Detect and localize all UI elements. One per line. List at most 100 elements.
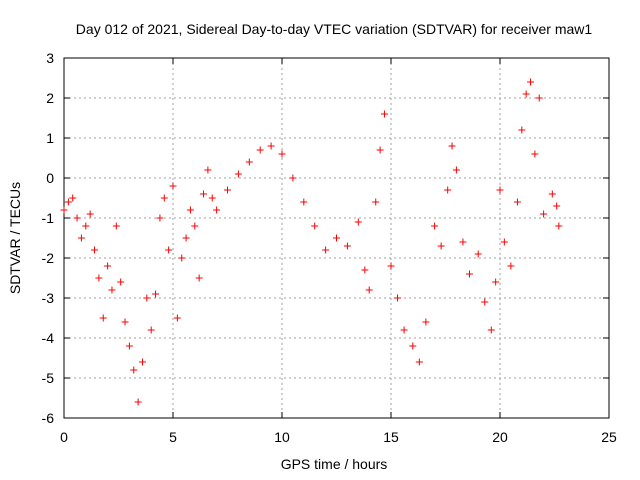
x-tick-label: 25: [601, 429, 617, 445]
data-point: [444, 186, 452, 194]
data-point: [513, 198, 521, 206]
data-point: [507, 262, 515, 270]
data-point: [121, 318, 129, 326]
data-point: [60, 206, 68, 214]
data-point: [333, 234, 340, 242]
data-point: [69, 194, 77, 202]
data-point: [165, 246, 173, 254]
data-point: [300, 198, 308, 206]
data-point: [380, 110, 388, 118]
data-point: [500, 238, 508, 246]
data-point: [143, 294, 151, 302]
data-point: [245, 158, 253, 166]
data-point: [376, 146, 384, 154]
y-tick-label: -4: [42, 330, 55, 346]
x-axis-label: GPS time / hours: [281, 456, 388, 472]
data-point: [156, 214, 164, 222]
data-point: [125, 342, 133, 350]
data-point: [492, 278, 500, 286]
data-point: [343, 242, 351, 250]
y-tick-label: -3: [42, 290, 55, 306]
data-point: [112, 222, 120, 230]
data-point: [117, 278, 125, 286]
x-tick-label: 20: [492, 429, 508, 445]
data-point: [518, 126, 526, 134]
x-tick-label: 10: [274, 429, 290, 445]
axis-ticks: [63, 57, 610, 419]
data-point: [365, 286, 373, 294]
data-point: [73, 214, 81, 222]
data-point: [104, 262, 112, 270]
data-point: [204, 166, 212, 174]
data-point: [64, 198, 72, 206]
y-tick-label: 2: [46, 90, 54, 106]
y-tick-label: -1: [42, 210, 55, 226]
data-point: [195, 274, 203, 282]
data-point: [415, 358, 423, 366]
data-point: [553, 202, 561, 210]
y-tick-labels: -6 -5 -4 -3 -2 -1 0 1 2 3: [42, 50, 55, 426]
data-point: [540, 210, 548, 218]
data-point: [134, 398, 142, 406]
data-point: [234, 170, 242, 178]
data-point: [178, 254, 186, 262]
data-point: [394, 294, 402, 302]
y-tick-label: 3: [46, 50, 54, 66]
data-point: [108, 286, 116, 294]
plot-frame: [63, 57, 610, 419]
x-tick-label: 0: [60, 429, 68, 445]
data-point: [130, 366, 138, 374]
data-point: [474, 250, 482, 258]
data-point: [95, 274, 103, 282]
data-point: [138, 358, 146, 366]
data-point: [496, 186, 504, 194]
data-point: [311, 222, 319, 230]
data-point: [548, 190, 556, 198]
data-point: [173, 314, 181, 322]
data-point: [208, 194, 216, 202]
data-point: [152, 290, 160, 298]
data-point: [437, 242, 445, 250]
data-point: [86, 210, 94, 218]
x-tick-label: 5: [169, 429, 177, 445]
y-tick-label: 1: [46, 130, 54, 146]
grid: [64, 58, 609, 418]
x-tick-labels: 0 5 10 15 20 25: [60, 429, 617, 445]
data-point: [531, 150, 539, 158]
data-point: [182, 234, 190, 242]
data-point: [256, 146, 264, 154]
data-point: [278, 150, 286, 158]
data-point: [555, 222, 563, 230]
data-point: [361, 266, 369, 274]
data-point: [527, 78, 535, 86]
data-point: [77, 234, 85, 242]
chart-title: Day 012 of 2021, Sidereal Day-to-day VTE…: [76, 21, 593, 37]
data-point: [99, 314, 107, 322]
data-points: [60, 78, 563, 406]
data-point: [372, 198, 380, 206]
data-point: [186, 206, 194, 214]
y-axis-label: SDTVAR / TECUs: [7, 182, 23, 294]
data-point: [160, 194, 168, 202]
data-point: [82, 222, 90, 230]
data-point: [465, 270, 473, 278]
data-point: [169, 182, 177, 190]
x-tick-label: 15: [383, 429, 399, 445]
data-point: [91, 246, 99, 254]
data-point: [354, 218, 362, 226]
data-point: [224, 186, 231, 194]
y-tick-label: -2: [42, 250, 55, 266]
data-point: [213, 206, 221, 214]
data-point: [267, 142, 275, 150]
data-point: [535, 94, 543, 102]
data-point: [481, 298, 489, 306]
data-point: [289, 174, 297, 182]
data-point: [387, 262, 395, 270]
data-point: [487, 326, 495, 334]
data-point: [422, 318, 430, 326]
data-point: [409, 342, 417, 350]
data-point: [191, 222, 199, 230]
data-point: [522, 90, 530, 98]
data-point: [322, 246, 330, 254]
